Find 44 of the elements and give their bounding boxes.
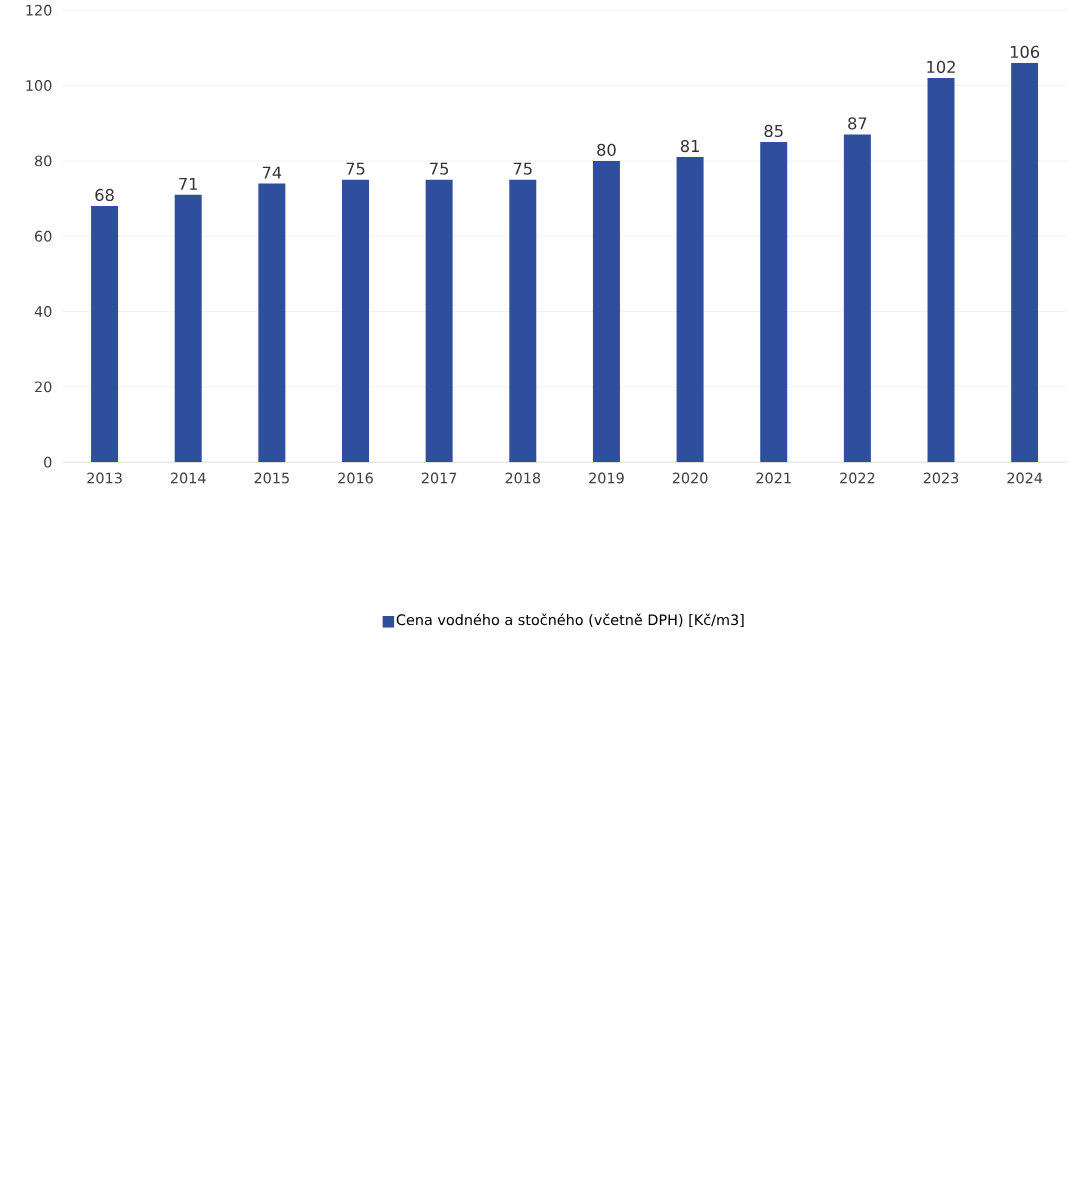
data-label: 75 (429, 162, 448, 175)
data-label: 106 (1010, 45, 1039, 58)
x-tick-label: 2020 (672, 472, 708, 484)
y-tick-label: 100 (26, 80, 52, 91)
y-tick-label: 80 (34, 155, 52, 167)
x-tick-label: 2017 (421, 472, 457, 484)
bar (90, 206, 118, 463)
data-label: 71 (179, 177, 197, 190)
bar (258, 183, 286, 463)
data-label: 80 (597, 143, 616, 156)
x-tick-label: 2021 (756, 472, 791, 484)
data-label: 75 (513, 162, 532, 175)
x-tick-label: 2013 (87, 472, 122, 484)
bar (843, 134, 871, 463)
bar (341, 179, 369, 463)
data-label: 74 (262, 166, 282, 179)
x-tick-label: 2024 (1007, 472, 1042, 484)
y-tick-label: 120 (26, 4, 52, 16)
data-label: 81 (680, 139, 699, 153)
bar (760, 142, 788, 463)
bar (425, 179, 453, 463)
data-label: 102 (927, 60, 955, 74)
x-tick-label: 2015 (254, 472, 289, 484)
bar (676, 157, 704, 463)
x-tick-label: 2016 (338, 472, 373, 484)
bar (509, 179, 537, 463)
data-label: 85 (764, 124, 783, 138)
x-tick-label: 2014 (170, 472, 206, 484)
data-label: 68 (95, 188, 114, 202)
data-label: 75 (346, 162, 365, 175)
bar (1010, 62, 1038, 463)
y-tick-label: 0 (43, 456, 52, 468)
bar (174, 194, 202, 463)
x-tick-label: 2022 (839, 472, 875, 484)
data-label: 87 (847, 117, 867, 130)
x-tick-label: 2019 (588, 472, 624, 484)
bar (927, 78, 955, 463)
y-tick-label: 40 (34, 306, 52, 317)
legend-label: Cena vodného a stočného (včetně DPH) [Kč/m3] (396, 613, 744, 627)
y-tick-label: 60 (34, 230, 52, 242)
x-tick-label: 2023 (923, 472, 958, 484)
y-tick-label: 20 (34, 381, 52, 393)
bar (592, 160, 620, 463)
x-tick-label: 2018 (505, 472, 540, 484)
